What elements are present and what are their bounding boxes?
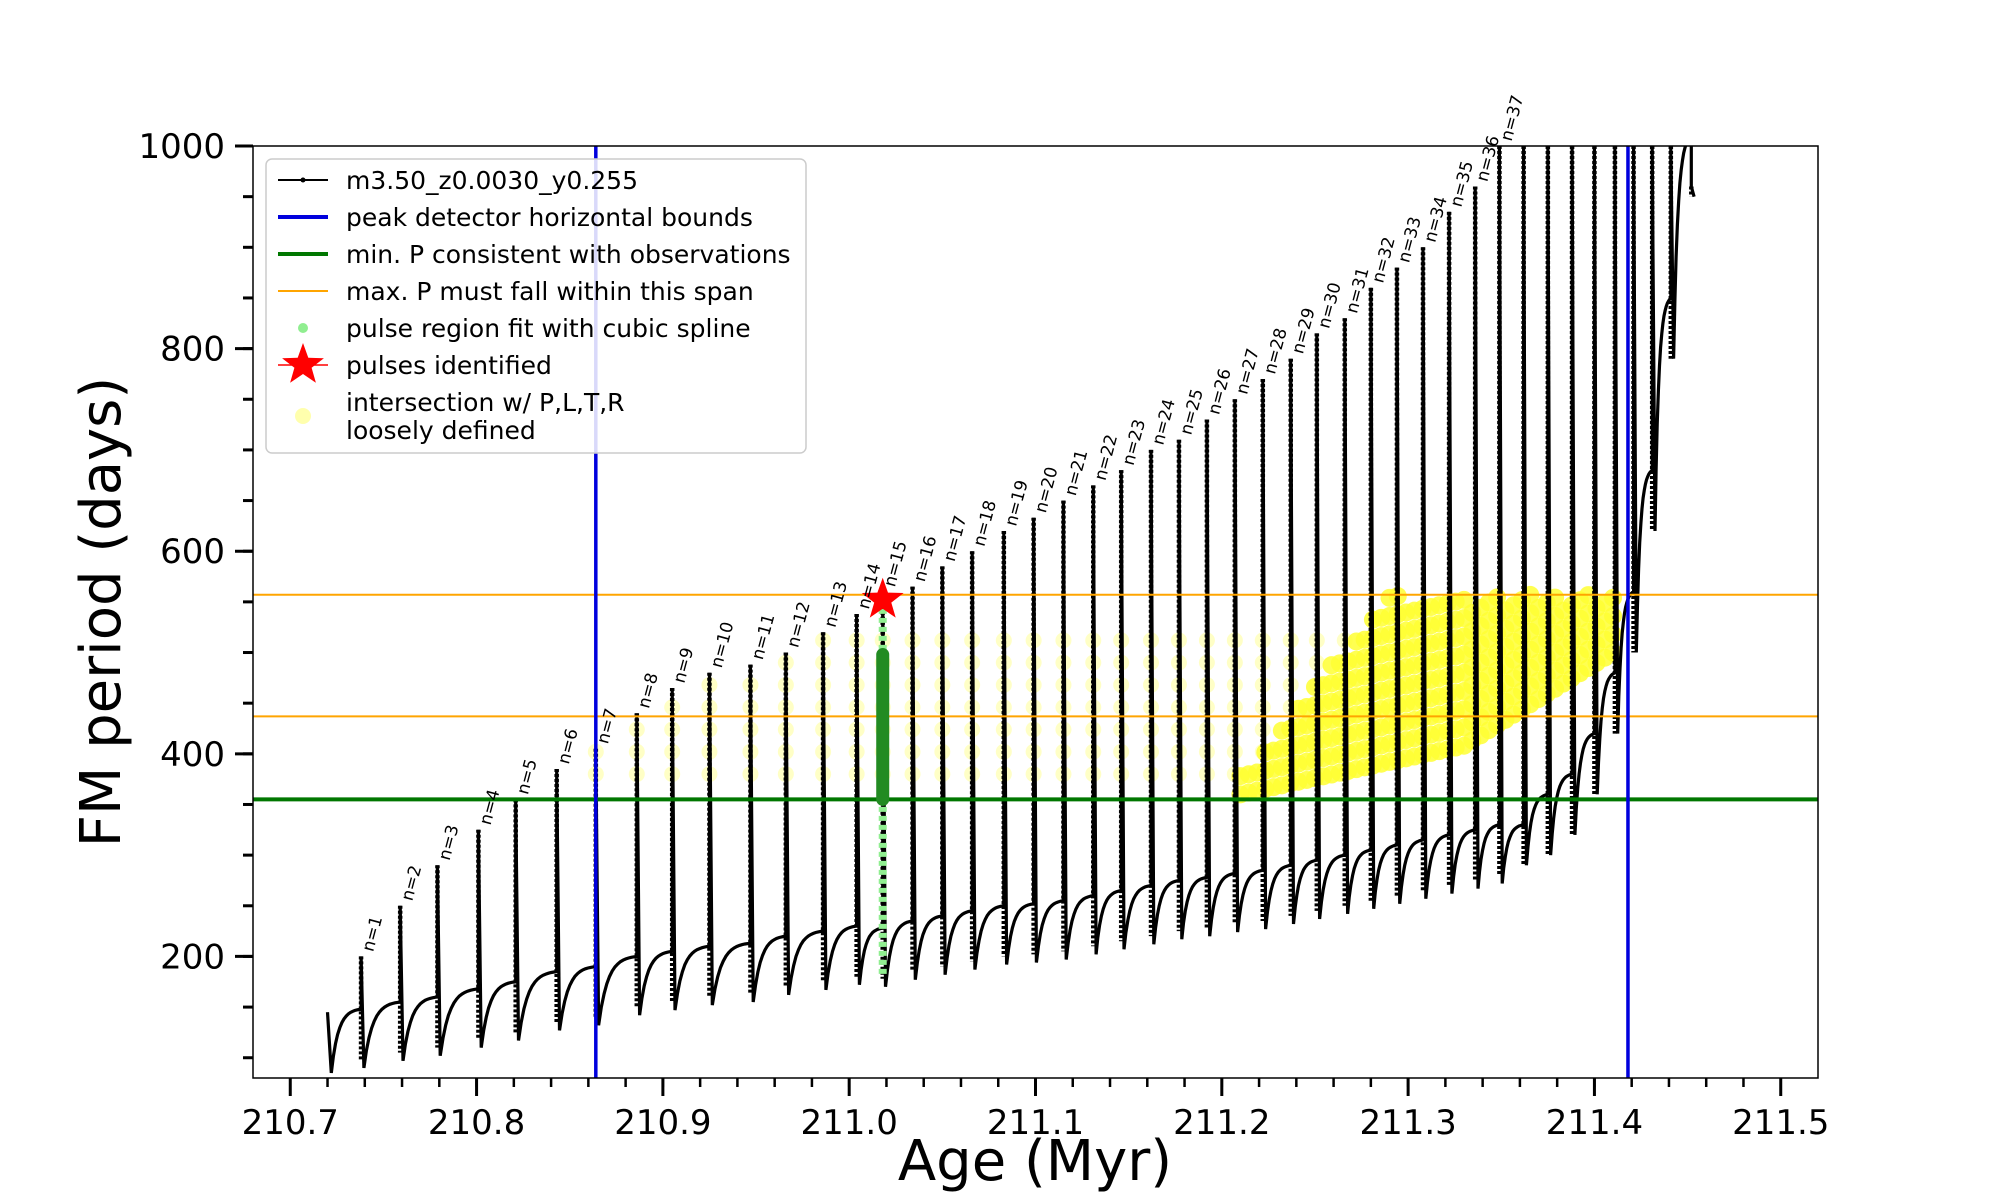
- legend-item: pulses identified: [278, 343, 552, 383]
- pulse-label: n=13: [821, 579, 852, 629]
- legend-label: pulses identified: [346, 351, 552, 380]
- legend-swatch: [282, 343, 324, 383]
- pulse-label: n=17: [940, 513, 971, 563]
- legend-swatch: [298, 323, 308, 333]
- x-tick-label: 211.1: [987, 1103, 1084, 1143]
- pulse-label: n=7: [593, 706, 622, 746]
- y-axis-ticks: 200 400 600 800 1000: [138, 127, 253, 1060]
- x-tick-label: 211.5: [1732, 1103, 1829, 1143]
- pulse-star-marker: [861, 577, 904, 618]
- pulse-identified-star: [861, 577, 904, 618]
- pulse-label: n=19: [1001, 478, 1032, 528]
- pulse-label: n=12: [783, 600, 814, 650]
- legend-item: loosely defined: [346, 416, 536, 445]
- legend-item: max. P must fall within this span: [278, 277, 754, 306]
- pulse-label: n=9: [670, 645, 699, 685]
- pulse-label: n=24: [1149, 397, 1180, 447]
- x-tick-label: 211.3: [1359, 1103, 1456, 1143]
- y-axis-title: FM period (days): [69, 377, 134, 847]
- pulse-label: n=10: [707, 620, 738, 670]
- pulse-label: n=22: [1091, 432, 1122, 482]
- legend-label: max. P must fall within this span: [346, 277, 754, 306]
- y-tick-label: 200: [160, 937, 225, 977]
- legend-item: peak detector horizontal bounds: [278, 203, 753, 232]
- legend-item: pulse region fit with cubic spline: [298, 314, 751, 343]
- intersection-region: [587, 585, 1623, 804]
- x-tick-label: 211.2: [1173, 1103, 1270, 1143]
- pulse-label: n=30: [1314, 280, 1345, 330]
- legend-swatch: [295, 408, 311, 424]
- pulse-label: n=16: [910, 534, 941, 584]
- legend-label: intersection w/ P,L,T,R: [346, 388, 625, 417]
- pulse-label: n=26: [1204, 367, 1235, 417]
- legend-label: pulse region fit with cubic spline: [346, 314, 751, 343]
- x-axis-title: Age (Myr): [898, 1129, 1172, 1194]
- pulse-label: n=6: [554, 727, 583, 767]
- legend-label: min. P consistent with observations: [346, 240, 791, 269]
- pulse-label: n=37: [1497, 93, 1528, 143]
- track-line: [325, 146, 1696, 1074]
- legend-item: m3.50_z0.0030_y0.255: [278, 166, 638, 195]
- horizontal-lines: [253, 593, 1818, 802]
- pulse-label: n=1: [359, 914, 388, 954]
- pulse-label: n=11: [748, 612, 779, 662]
- pulse-label: n=28: [1260, 326, 1291, 376]
- y-tick-label: 600: [160, 532, 225, 572]
- pulse-label: n=23: [1119, 417, 1150, 467]
- legend-swatch-dot: [300, 177, 306, 183]
- legend-label: peak detector horizontal bounds: [346, 203, 753, 232]
- pulse-label: n=18: [970, 498, 1001, 548]
- x-tick-label: 211.4: [1546, 1103, 1643, 1143]
- x-tick-label: 210.9: [614, 1103, 711, 1143]
- pulse-label: n=3: [435, 823, 464, 863]
- legend-label: loosely defined: [346, 416, 536, 445]
- x-tick-label: 210.8: [428, 1103, 525, 1143]
- pulse-label: n=27: [1232, 346, 1263, 396]
- x-tick-label: 210.7: [242, 1103, 339, 1143]
- pulse-label: n=8: [634, 671, 663, 711]
- pulse-label: n=2: [398, 863, 427, 903]
- pulse-label: n=25: [1176, 387, 1207, 437]
- legend-box: [265, 158, 807, 454]
- y-tick-label: 400: [160, 735, 225, 775]
- x-tick-label: 211.0: [801, 1103, 898, 1143]
- legend-item: intersection w/ P,L,T,R: [295, 388, 625, 424]
- pulse-label: n=15: [880, 539, 911, 589]
- legend-item: min. P consistent with observations: [278, 240, 791, 269]
- y-tick-label: 1000: [138, 127, 225, 167]
- pulse-label: n=21: [1061, 448, 1092, 498]
- pulse-label: n=20: [1031, 465, 1062, 515]
- pulse-label: n=4: [476, 787, 505, 827]
- pulse-label: n=5: [513, 757, 542, 797]
- y-tick-label: 800: [160, 330, 225, 370]
- x-axis-ticks: 210.7 210.8 210.9 211.0 211.1 211.2 211.3 211.4…: [242, 1078, 1829, 1143]
- legend-label: m3.50_z0.0030_y0.255: [346, 166, 638, 195]
